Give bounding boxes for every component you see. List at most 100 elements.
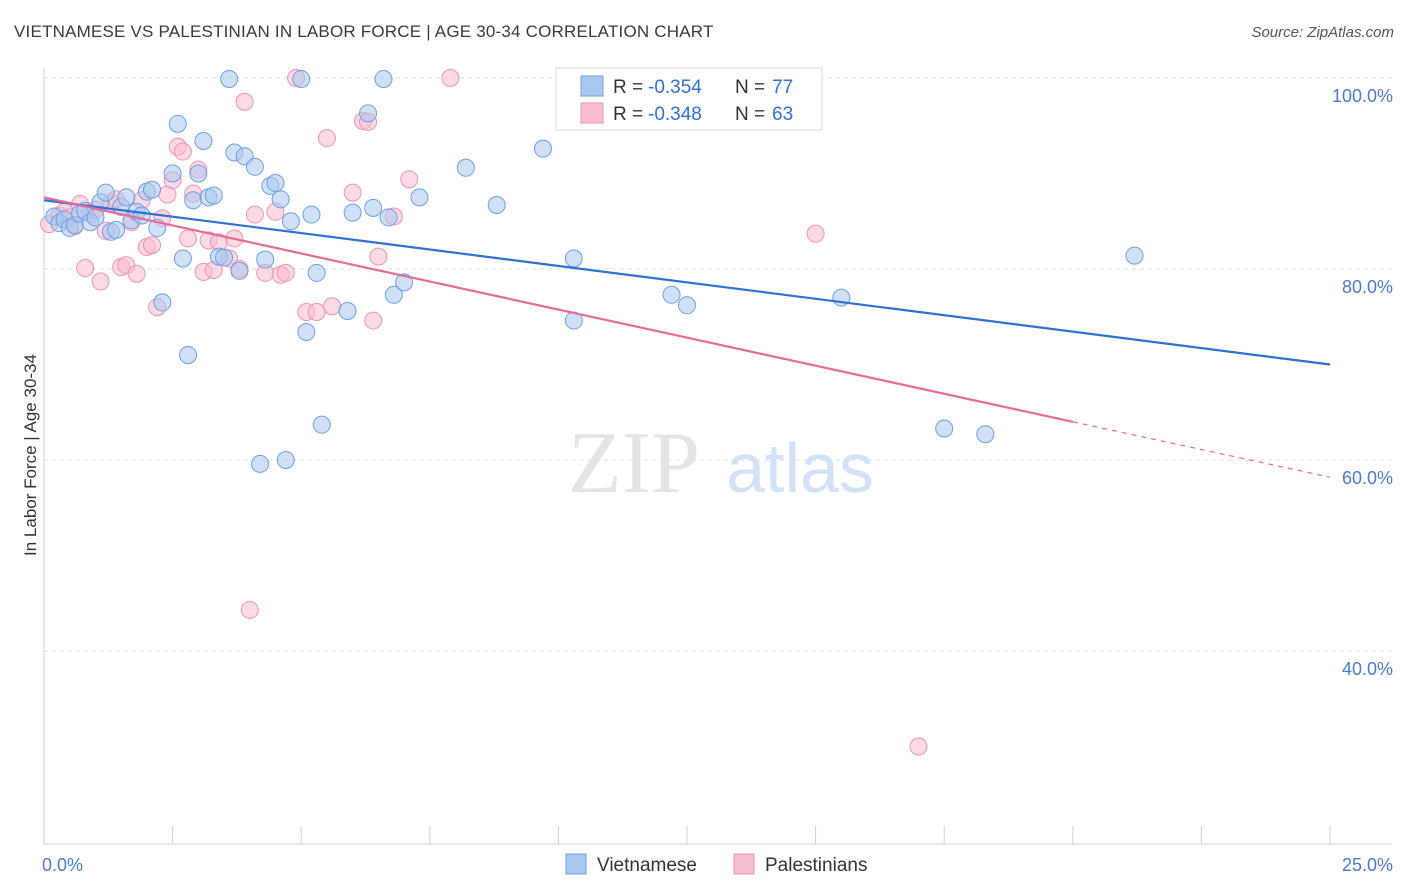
legend-n-value-1: 77: [772, 77, 793, 98]
point-vietnamese: [379, 208, 398, 227]
legend-n-label-2: N =: [735, 104, 765, 125]
point-palestinians: [343, 183, 362, 202]
bottom-legend-vietnamese: Vietnamese: [597, 855, 697, 876]
legend-n-value-2: 63: [772, 104, 793, 125]
point-vietnamese: [251, 454, 270, 473]
point-vietnamese: [86, 208, 105, 227]
point-vietnamese: [132, 206, 151, 225]
point-palestinians: [240, 600, 259, 619]
bottom-legend-palestinians: Palestinians: [765, 855, 867, 876]
chart-title: VIETNAMESE VS PALESTINIAN IN LABOR FORCE…: [14, 22, 714, 41]
point-palestinians: [307, 302, 326, 321]
point-palestinians: [235, 92, 254, 111]
point-vietnamese: [292, 69, 311, 88]
trend-lines: [43, 196, 1331, 478]
y-axis-label: In Labor Force | Age 30-34: [21, 354, 40, 556]
point-vietnamese: [179, 345, 198, 364]
y-tick-label: 60.0%: [1342, 468, 1393, 488]
point-vietnamese: [215, 248, 234, 267]
point-palestinians: [245, 205, 264, 224]
point-palestinians: [909, 737, 928, 756]
watermark: ZIP atlas: [568, 415, 874, 512]
point-vietnamese: [364, 198, 383, 217]
legend-swatch-palestinians: [580, 102, 604, 124]
point-vietnamese: [312, 415, 331, 434]
watermark-atlas: atlas: [726, 429, 874, 507]
legend: R = -0.354 N = 77 R = -0.348 N = 63: [555, 67, 823, 131]
point-vietnamese: [359, 104, 378, 123]
point-vietnamese: [168, 114, 187, 133]
tick-labels: 100.0% 80.0% 60.0% 40.0% 0.0% 25.0%: [42, 86, 1393, 875]
x-tick-label: 25.0%: [1342, 855, 1393, 875]
point-vietnamese: [307, 263, 326, 282]
point-vietnamese: [143, 180, 162, 199]
point-vietnamese: [266, 174, 285, 193]
point-vietnamese: [302, 205, 321, 224]
point-vietnamese: [564, 249, 583, 268]
point-vietnamese: [338, 302, 357, 321]
point-vietnamese: [153, 293, 172, 312]
point-vietnamese: [297, 323, 316, 342]
point-palestinians: [76, 259, 95, 278]
point-vietnamese: [189, 164, 208, 183]
point-vietnamese: [173, 249, 192, 268]
point-vietnamese: [204, 186, 223, 205]
legend-r-value-2: -0.348: [648, 104, 702, 125]
point-vietnamese: [184, 191, 203, 210]
point-vietnamese: [533, 139, 552, 158]
watermark-zip: ZIP: [568, 415, 700, 512]
legend-n-label-1: N =: [735, 77, 765, 98]
point-vietnamese: [395, 273, 414, 292]
point-vietnamese: [230, 261, 249, 280]
source-label: Source: ZipAtlas.com: [1251, 24, 1394, 41]
point-palestinians: [323, 297, 342, 316]
point-vietnamese: [384, 285, 403, 304]
trend-line-palestinians-extension: [1072, 421, 1331, 478]
bottom-legend: Vietnamese Palestinians: [565, 853, 867, 876]
point-palestinians: [317, 129, 336, 148]
point-palestinians: [127, 264, 146, 283]
point-palestinians: [364, 311, 383, 330]
point-palestinians: [179, 229, 198, 248]
point-palestinians: [173, 142, 192, 161]
point-vietnamese: [976, 425, 995, 444]
point-vietnamese: [281, 212, 300, 231]
point-vietnamese: [117, 188, 136, 207]
point-vietnamese: [276, 451, 295, 469]
point-vietnamese: [662, 285, 681, 304]
point-palestinians: [369, 247, 388, 266]
legend-r-value-1: -0.354: [648, 77, 702, 98]
y-tick-label: 40.0%: [1342, 659, 1393, 679]
point-vietnamese: [107, 220, 126, 239]
point-vietnamese: [678, 296, 696, 315]
bottom-legend-swatch-vietnamese: [565, 853, 587, 875]
point-vietnamese: [935, 419, 954, 438]
point-palestinians: [91, 272, 110, 291]
point-palestinians: [441, 69, 460, 87]
point-vietnamese: [256, 250, 275, 269]
point-vietnamese: [245, 157, 264, 176]
point-palestinians: [806, 224, 825, 243]
point-vietnamese: [374, 69, 393, 88]
y-tick-label: 80.0%: [1342, 277, 1393, 297]
trend-line-vietnamese: [43, 199, 1331, 366]
trend-line-palestinians: [43, 196, 1074, 423]
point-palestinians: [276, 263, 295, 282]
legend-r-label-2: R =: [613, 104, 643, 125]
point-vietnamese: [163, 164, 182, 183]
point-vietnamese: [271, 190, 290, 209]
point-vietnamese: [220, 69, 239, 88]
y-tick-label: 100.0%: [1332, 86, 1393, 106]
point-vietnamese: [194, 132, 213, 151]
point-vietnamese: [487, 196, 506, 215]
point-palestinians: [143, 236, 162, 255]
point-vietnamese: [343, 203, 362, 222]
point-palestinians: [400, 170, 419, 189]
point-vietnamese: [96, 183, 115, 202]
point-vietnamese: [1125, 246, 1144, 265]
bottom-legend-swatch-palestinians: [733, 853, 755, 875]
axes: [43, 68, 1392, 845]
legend-swatch-vietnamese: [580, 75, 604, 97]
point-vietnamese: [410, 188, 429, 207]
